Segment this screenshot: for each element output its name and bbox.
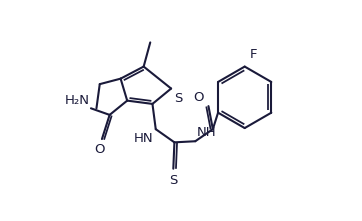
Text: NH: NH bbox=[196, 126, 216, 139]
Text: O: O bbox=[194, 91, 204, 104]
Text: HN: HN bbox=[134, 132, 153, 145]
Text: O: O bbox=[94, 143, 105, 156]
Text: S: S bbox=[169, 174, 177, 187]
Text: H₂N: H₂N bbox=[65, 94, 90, 107]
Text: S: S bbox=[174, 92, 182, 105]
Text: F: F bbox=[250, 48, 258, 61]
